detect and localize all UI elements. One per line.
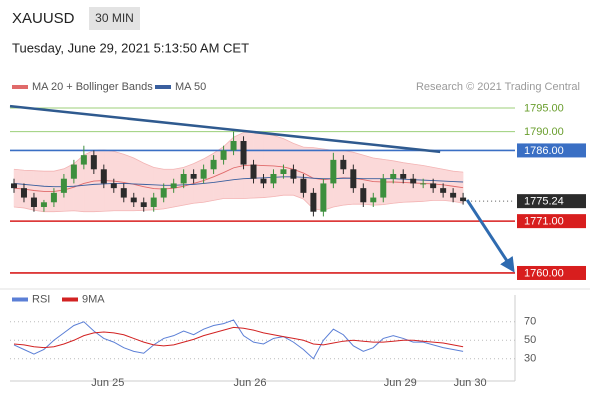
- y-tick-label: 70: [524, 316, 536, 328]
- candle-body: [300, 178, 307, 193]
- last-price-label: 1775.24: [524, 196, 564, 208]
- level-label: 1786.00: [524, 145, 564, 157]
- level-box: [517, 143, 586, 158]
- candle-body: [10, 183, 17, 189]
- candle-body: [400, 173, 407, 179]
- candle-body: [410, 178, 417, 184]
- candle-body: [390, 173, 397, 179]
- legend-label: RSI: [32, 293, 50, 305]
- candle-body: [70, 164, 77, 179]
- candle-body: [80, 155, 87, 165]
- candle-body: [130, 197, 137, 203]
- candle-body: [250, 164, 257, 179]
- y-tick-label: 30: [524, 353, 536, 365]
- candle-body: [50, 192, 57, 203]
- level-label: 1760.00: [524, 267, 564, 279]
- y-tick-label: 50: [524, 334, 536, 346]
- ma-line: [13, 164, 464, 192]
- rsi-line: [13, 326, 464, 349]
- candle-body: [170, 183, 177, 189]
- candle-body: [310, 192, 317, 212]
- forecast-arrow: [465, 199, 515, 273]
- candle-body: [40, 202, 47, 207]
- candle-body: [370, 197, 377, 203]
- bollinger-lower: [13, 194, 464, 213]
- source: Research © 2021 Trading Central: [416, 81, 580, 93]
- legend-swatch: [62, 297, 78, 302]
- x-tick-label: Jun 29: [384, 377, 417, 389]
- candle-body: [260, 178, 267, 184]
- legend-label: MA 50: [175, 81, 206, 93]
- candle-body: [150, 197, 157, 207]
- candle-body: [280, 169, 287, 174]
- candle-body: [420, 183, 427, 185]
- candle-body: [240, 141, 247, 165]
- legend-label: 9MA: [82, 293, 105, 305]
- x-tick-label: Jun 30: [454, 377, 487, 389]
- candle-body: [380, 178, 387, 198]
- candle-body: [230, 141, 237, 151]
- legend-label: MA 20 + Bollinger Bands: [32, 81, 153, 93]
- symbol: XAUUSD: [12, 10, 75, 27]
- candle-body: [220, 150, 227, 160]
- rsi-line: [13, 319, 464, 360]
- timeframe-box: [89, 7, 140, 30]
- candle-body: [90, 155, 97, 170]
- candle-body: [140, 202, 147, 207]
- level-label: 1771.00: [524, 216, 564, 228]
- candle-body: [100, 169, 107, 184]
- level-box: [517, 265, 586, 280]
- candle-body: [350, 169, 357, 189]
- x-tick-label: Jun 25: [91, 377, 124, 389]
- last-price-box: [517, 194, 586, 209]
- candle-body: [330, 159, 337, 184]
- candle-body: [360, 188, 367, 203]
- candle-body: [210, 159, 217, 170]
- candle-body: [440, 188, 447, 193]
- candle-body: [430, 183, 437, 189]
- candle-body: [290, 169, 297, 179]
- candle-body: [160, 188, 167, 198]
- trendline: [9, 104, 441, 154]
- candle-body: [450, 192, 457, 198]
- bollinger-upper: [13, 131, 464, 173]
- candle-body: [460, 197, 467, 202]
- candle-body: [340, 159, 347, 170]
- legend-swatch: [12, 297, 28, 302]
- candle-body: [180, 173, 187, 184]
- candle-body: [30, 197, 37, 207]
- candle-body: [270, 173, 277, 184]
- ma-line: [13, 176, 464, 188]
- candle-body: [20, 188, 27, 198]
- candle-body: [190, 173, 197, 179]
- legend-swatch: [12, 85, 28, 89]
- candle-body: [120, 188, 127, 198]
- timeframe: 30 MIN: [95, 11, 134, 25]
- legend-swatch: [155, 85, 171, 89]
- level-box: [517, 214, 586, 229]
- x-tick-label: Jun 26: [234, 377, 267, 389]
- candle-body: [200, 169, 207, 179]
- level-label: 1790.00: [524, 126, 564, 138]
- candle-body: [110, 183, 117, 189]
- candle-body: [60, 178, 67, 193]
- level-label: 1795.00: [524, 102, 564, 114]
- date: Tuesday, June 29, 2021 5:13:50 AM CET: [12, 40, 249, 55]
- candle-body: [320, 183, 327, 212]
